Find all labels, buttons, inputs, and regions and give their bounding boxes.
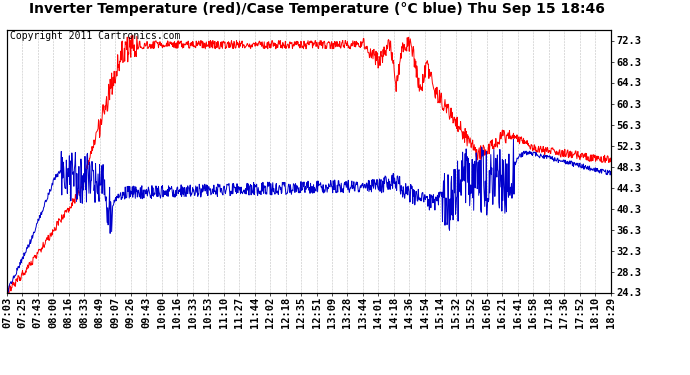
- Text: Copyright 2011 Cartronics.com: Copyright 2011 Cartronics.com: [10, 32, 180, 41]
- Text: Inverter Temperature (red)/Case Temperature (°C blue) Thu Sep 15 18:46: Inverter Temperature (red)/Case Temperat…: [30, 2, 605, 16]
